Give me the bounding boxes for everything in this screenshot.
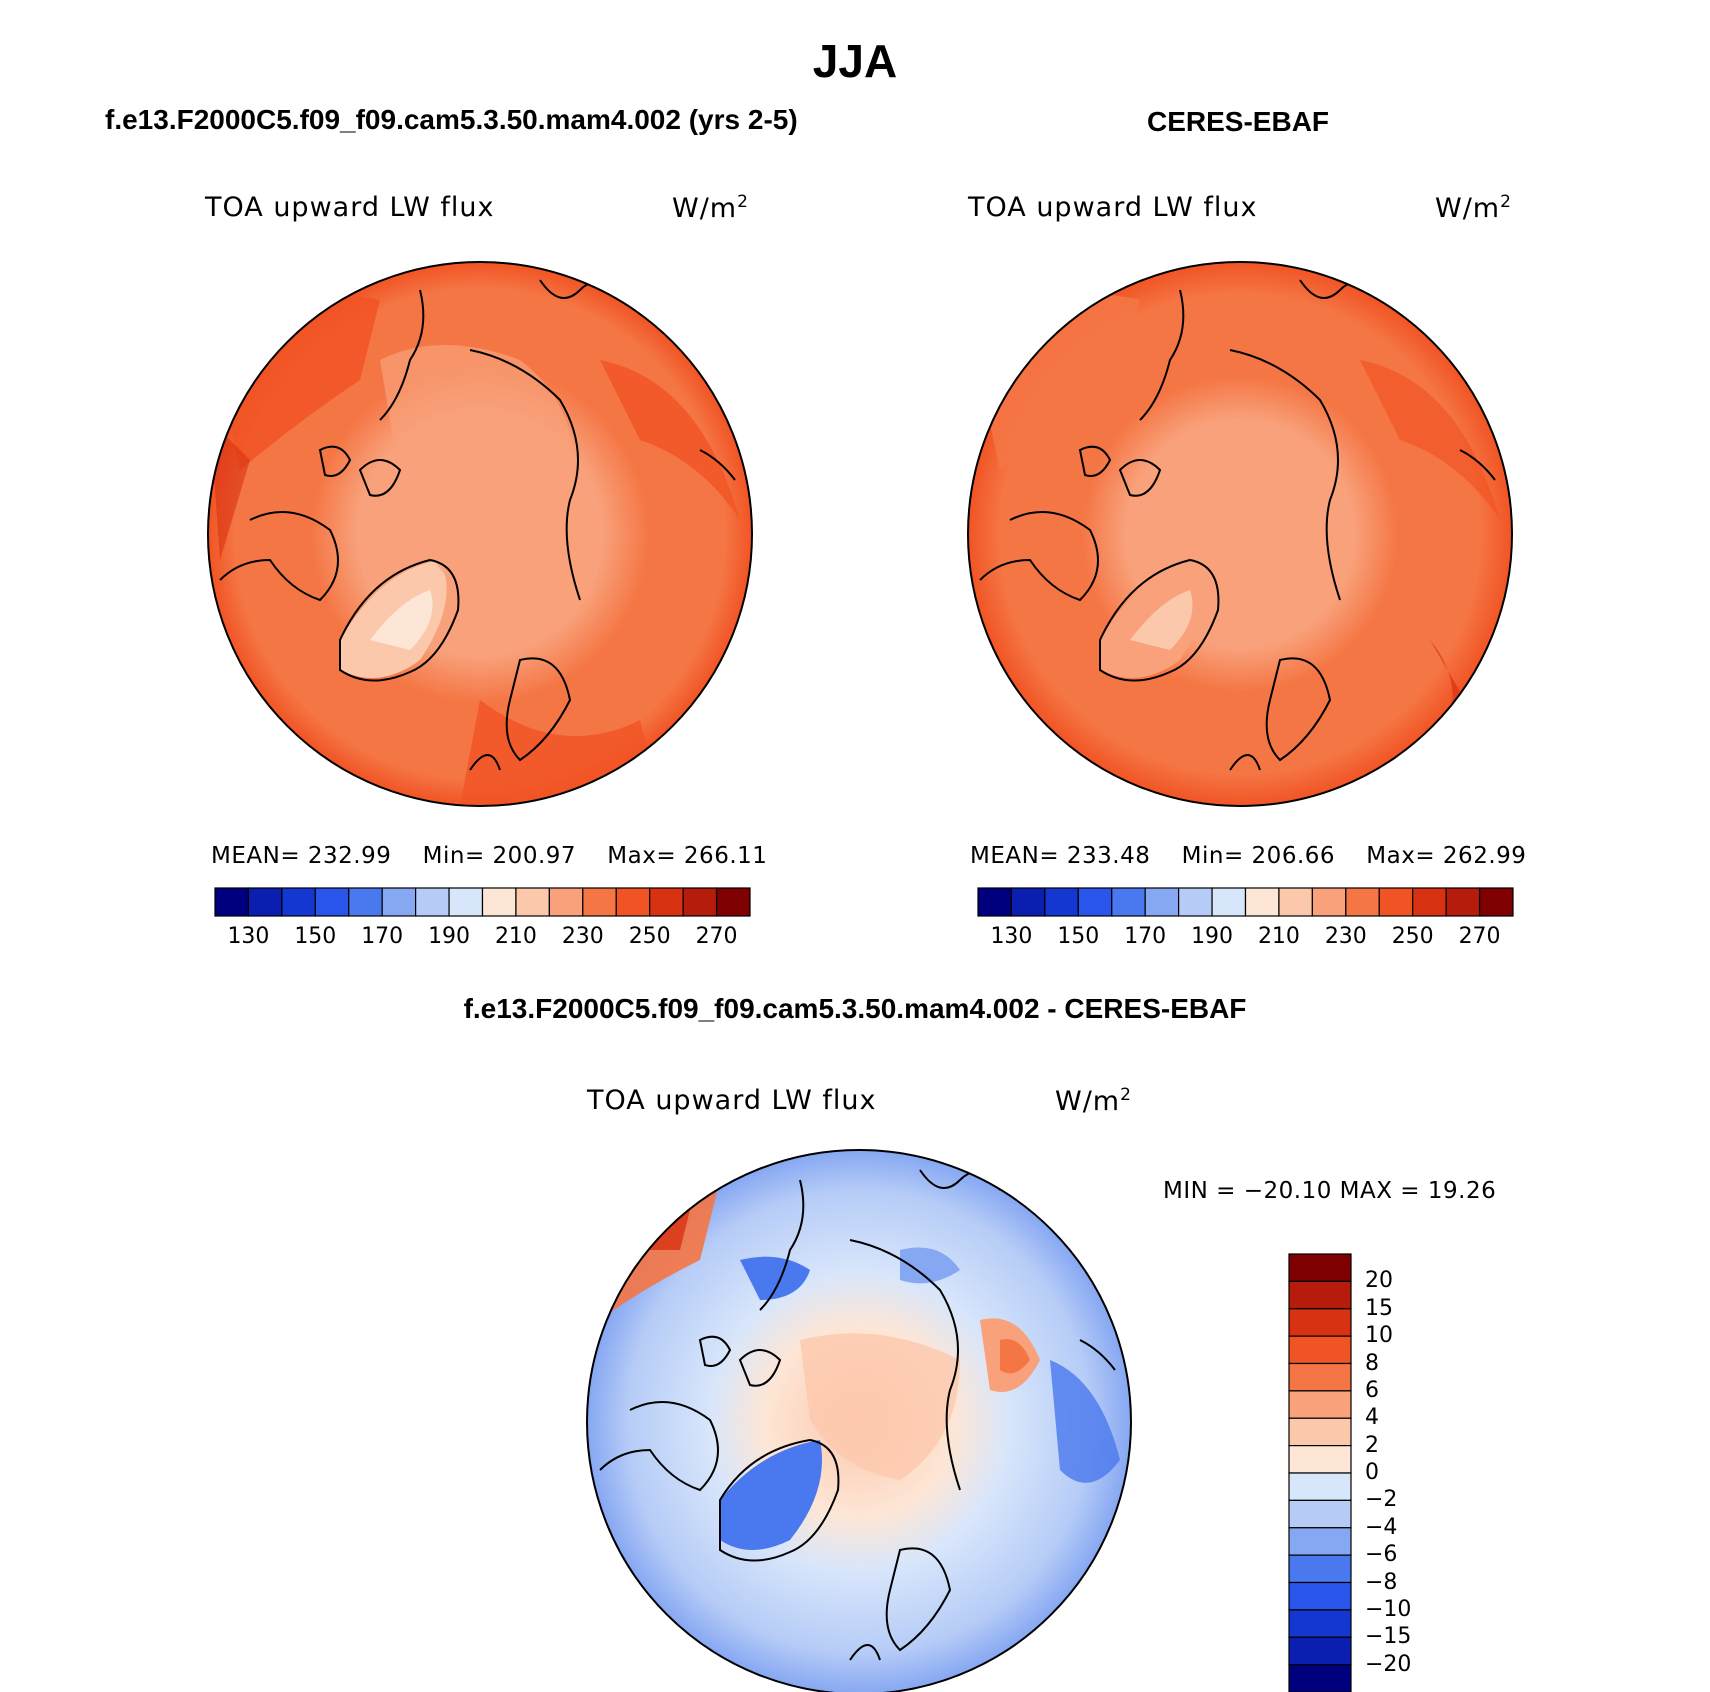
colorbar-tick-label: −4 <box>1365 1514 1398 1540</box>
colorbar-tick-label: −15 <box>1365 1624 1412 1650</box>
diff-units-label: W/m2 <box>1055 1085 1132 1117</box>
colorbar-box <box>381 887 417 917</box>
colorbar-tick-label: 10 <box>1365 1323 1393 1349</box>
colorbar-box <box>1288 1472 1352 1501</box>
diff-stats: MIN = −20.10 MAX = 19.26 <box>1163 1178 1497 1204</box>
colorbar-box <box>1044 887 1079 917</box>
colorbar-box <box>415 887 450 917</box>
colorbar-tick-label: −8 <box>1365 1569 1398 1595</box>
colorbar-tick-label: 130 <box>990 924 1033 949</box>
colorbar-tick-label: 170 <box>361 924 404 949</box>
left-variable-label: TOA upward LW flux <box>205 192 495 223</box>
colorbar-box <box>615 887 651 917</box>
colorbar-box <box>1111 887 1146 917</box>
right-colorbar <box>977 887 1514 917</box>
colorbar-box <box>1288 1581 1352 1611</box>
colorbar-box <box>1288 1664 1352 1692</box>
colorbar-tick-label: 270 <box>695 924 738 949</box>
colorbar-box <box>1288 1335 1352 1365</box>
colorbar-tick-label: 250 <box>628 924 671 949</box>
colorbar-box <box>715 887 751 917</box>
colorbar-box <box>1345 887 1380 917</box>
colorbar-tick-label: −20 <box>1365 1651 1412 1677</box>
colorbar-tick-label: 150 <box>1057 924 1100 949</box>
colorbar-box <box>515 887 550 917</box>
left-stats: MEAN= 232.99 Min= 200.97 Max= 266.11 <box>211 843 768 869</box>
colorbar-tick-label: −2 <box>1365 1487 1398 1513</box>
colorbar-tick-label: 20 <box>1365 1268 1393 1294</box>
left-polar-map <box>207 261 753 807</box>
colorbar-box <box>1412 887 1447 917</box>
colorbar-box <box>348 887 383 917</box>
diff-variable-label: TOA upward LW flux <box>587 1085 877 1116</box>
right-units-label: W/m2 <box>1435 192 1512 224</box>
colorbar-box <box>1288 1417 1352 1447</box>
colorbar-box <box>1288 1609 1352 1638</box>
colorbar-tick-label: 8 <box>1365 1350 1379 1376</box>
colorbar-tick-label: 0 <box>1365 1460 1379 1485</box>
colorbar-tick-label: 170 <box>1124 924 1167 949</box>
colorbar-tick-label: 15 <box>1365 1295 1393 1321</box>
colorbar-box <box>977 887 1013 917</box>
colorbar-tick-label: 250 <box>1391 924 1434 949</box>
colorbar-box <box>1288 1390 1352 1419</box>
diff-panel-title: f.e13.F2000C5.f09_f09.cam5.3.50.mam4.002… <box>463 993 1247 1024</box>
colorbar-box <box>1288 1445 1352 1474</box>
colorbar-box <box>1244 887 1280 917</box>
right-polar-map <box>967 261 1513 807</box>
colorbar-tick-label: −10 <box>1365 1596 1412 1622</box>
colorbar-box <box>1288 1499 1352 1529</box>
colorbar-box <box>1178 887 1213 917</box>
left-units-label: W/m2 <box>672 192 749 224</box>
colorbar-tick-label: 190 <box>1191 924 1234 949</box>
colorbar-box <box>1288 1280 1352 1310</box>
colorbar-box <box>1445 887 1481 917</box>
main-title: JJA <box>812 35 898 87</box>
colorbar-box <box>1478 887 1514 917</box>
diff-colorbar <box>1288 1253 1352 1692</box>
right-variable-label: TOA upward LW flux <box>968 192 1258 223</box>
colorbar-tick-label: 210 <box>1257 924 1300 949</box>
colorbar-box <box>1378 887 1414 917</box>
colorbar-box <box>448 887 484 917</box>
colorbar-tick-label: 130 <box>227 924 270 949</box>
colorbar-box <box>214 887 250 917</box>
colorbar-box <box>548 887 584 917</box>
colorbar-tick-label: 150 <box>294 924 337 949</box>
colorbar-tick-label: 190 <box>428 924 471 949</box>
colorbar-box <box>1288 1636 1352 1666</box>
colorbar-tick-label: 270 <box>1458 924 1501 949</box>
colorbar-box <box>481 887 517 917</box>
colorbar-tick-label: 210 <box>494 924 537 949</box>
colorbar-box <box>649 887 684 917</box>
colorbar-box <box>1288 1253 1352 1282</box>
right-panel-title: CERES-EBAF <box>1147 106 1330 137</box>
colorbar-box <box>1288 1308 1352 1337</box>
colorbar-box <box>1288 1554 1352 1584</box>
colorbar-box <box>1010 887 1046 917</box>
colorbar-box <box>1288 1527 1352 1556</box>
right-stats: MEAN= 233.48 Min= 206.66 Max= 262.99 <box>970 843 1527 869</box>
left-panel-title: f.e13.F2000C5.f09_f09.cam5.3.50.mam4.002… <box>105 104 798 135</box>
colorbar-box <box>582 887 617 917</box>
colorbar-box <box>1278 887 1313 917</box>
colorbar-box <box>247 887 283 917</box>
colorbar-box <box>1311 887 1347 917</box>
colorbar-tick-label: −6 <box>1365 1542 1398 1568</box>
left-colorbar <box>214 887 751 917</box>
colorbar-box <box>1144 887 1180 917</box>
colorbar-box <box>682 887 718 917</box>
colorbar-tick-label: 6 <box>1365 1377 1379 1403</box>
colorbar-tick-label: 4 <box>1365 1405 1379 1431</box>
colorbar-box <box>1077 887 1113 917</box>
colorbar-box <box>1288 1362 1352 1392</box>
colorbar-tick-label: 230 <box>1324 924 1367 949</box>
colorbar-box <box>281 887 316 917</box>
colorbar-box <box>1211 887 1247 917</box>
colorbar-tick-label: 230 <box>561 924 604 949</box>
diff-polar-map <box>586 1149 1132 1692</box>
colorbar-tick-label: 2 <box>1365 1432 1379 1458</box>
colorbar-box <box>314 887 350 917</box>
